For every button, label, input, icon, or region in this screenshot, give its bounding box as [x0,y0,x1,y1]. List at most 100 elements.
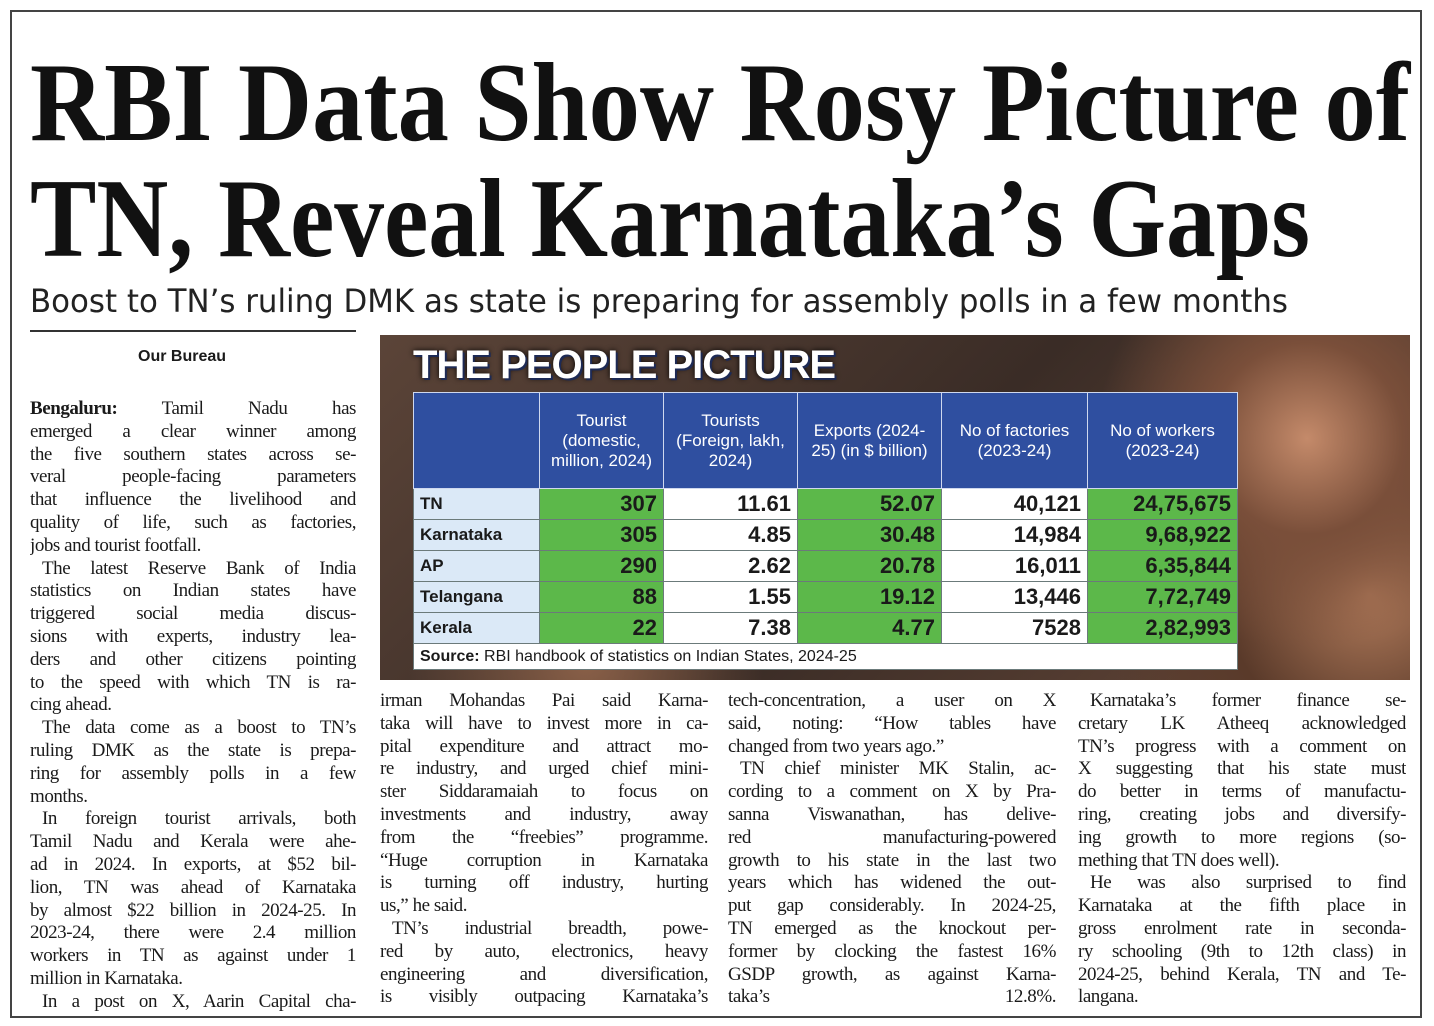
line-text: is visibly outpacing Karnataka’s [380,986,708,1008]
line-text: months. [30,785,88,807]
line-text: from the “freebies” programme. [380,826,708,848]
source-cell: Source: RBI handbook of statistics on In… [413,643,1238,670]
line-text: Karnataka’s former finance se- [1090,690,1406,711]
line-text: 2024-25, behind Kerala, TN and Te- [1078,963,1406,985]
line-text: In foreign tourist arrivals, both [42,808,356,830]
line-text: ring, creating jobs and diversify- [1078,803,1406,825]
line-text: “Huge corruption in Karnataka [380,849,708,871]
text-line: The latest Reserve Bank of India [30,558,356,581]
line-text: ring for assembly polls in a few [30,762,356,784]
text-column: irman Mohandas Pai said Karna-taka will … [380,690,708,1009]
text-line: GSDP growth, as against Karna- [728,964,1056,987]
text-line: Karnataka at the fifth place in [1078,895,1406,918]
value-cell: 7.38 [663,612,798,644]
text-line: taka will have to invest more in ca- [380,713,708,736]
line-text: ry schooling (9th to 12th class) in [1078,940,1406,962]
line-text: The data come as a boost to TN’s [42,717,356,739]
text-line: TN emerged as the knockout per- [728,918,1056,941]
table-row: Kerala 22 7.38 4.77 7528 2,82,993 [413,612,1238,644]
value-cell: 19.12 [797,581,942,613]
value-cell: 14,984 [941,519,1088,551]
text-line: statistics on Indian states have [30,580,356,603]
text-column: Bengaluru: Tamil Nadu has emerged a clear… [30,398,356,1014]
line-text: Tamil Nadu and Kerala were ahe- [30,831,356,853]
header-cell [413,392,540,489]
line-text: In a post on X, Aarin Capital cha- [42,990,356,1012]
line-text: changed from two years ago.” [728,735,944,757]
text-line: TN chief minister MK Stalin, ac- [728,758,1056,781]
text-line: ry schooling (9th to 12th class) in [1078,941,1406,964]
value-cell: 4.77 [797,612,942,644]
line-text: investments and industry, away [380,803,708,825]
line-text: ing growth to more regions (so- [1078,826,1406,848]
line-text: said, noting: “How tables have [728,712,1056,734]
rule [30,330,356,332]
text-line: growth to his state in the last two [728,850,1056,873]
table-row: Telangana 88 1.55 19.12 13,446 7,72,749 [413,581,1238,613]
header-cell: No of factories (2023-24) [941,392,1088,489]
text-line: ruling DMK as the state is prepa- [30,740,356,763]
text-line: irman Mohandas Pai said Karna- [380,690,708,713]
value-cell: 2.62 [663,550,798,582]
line-text: years which has widened the out- [728,872,1056,894]
value-cell: 1.55 [663,581,798,613]
text-line: In foreign tourist arrivals, both [30,808,356,831]
line-text: TN emerged as the knockout per- [728,917,1056,939]
line-text: pital expenditure and attract mo- [380,735,708,757]
text-line: gross enrolment rate in seconda- [1078,918,1406,941]
text-line: workers in TN as against under 1 [30,945,356,968]
value-cell: 30.48 [797,519,942,551]
line-text: veral people-facing parameters [30,466,356,488]
line-text: re industry, and urged chief mini- [380,758,708,780]
line-text: quality of life, such as factories, [30,511,356,533]
value-cell: 88 [539,581,664,613]
text-line: cing ahead. [30,694,356,717]
text-line: is visibly outpacing Karnataka’s [380,986,708,1009]
text-line: red by auto, electronics, heavy [380,941,708,964]
text-line: veral people-facing parameters [30,466,356,489]
line-text: former by clocking the fastest 16% [728,940,1056,962]
line-text: ster Siddaramaiah to focus on [380,781,708,803]
text-line: engineering and diversification, [380,964,708,987]
line-text: taka’s 12.8%. [728,986,1056,1008]
text-line: X suggesting that his state must [1078,758,1406,781]
line-text: tech-concentration, a user on X [728,690,1056,711]
text-line: emerged a clear winner among [30,421,356,444]
text-line: investments and industry, away [380,804,708,827]
state-cell: Karnataka [413,519,540,551]
text-line: years which has widened the out- [728,872,1056,895]
value-cell: 290 [539,550,664,582]
line-text: gross enrolment rate in seconda- [1078,917,1406,939]
text-line: langana. [1078,986,1406,1009]
text-line: quality of life, such as factories, [30,512,356,535]
line-text: million in Karnataka. [30,967,183,989]
line-text: red manufacturing-powered [728,826,1056,848]
text-line: from the “freebies” programme. [380,827,708,850]
text-line: to the speed with which TN is ra- [30,672,356,695]
line-text: TN chief minister MK Stalin, ac- [740,758,1056,780]
line-text: cording to a comment on X by Pra- [728,781,1056,803]
text-line: ad in 2024. In exports, at $52 bil- [30,854,356,877]
state-cell: AP [413,550,540,582]
line-text: jobs and tourist footfall. [30,534,201,556]
text-line: TN’s progress with a comment on [1078,736,1406,759]
line-text: Karnataka at the fifth place in [1078,895,1406,917]
line-text: us,” he said. [380,895,468,917]
data-table: Tourist (domestic, million, 2024) Tourist… [413,392,1238,670]
header-cell: No of workers (2023-24) [1087,392,1238,489]
line-text: taka will have to invest more in ca- [380,712,708,734]
source-row: Source: RBI handbook of statistics on In… [413,643,1238,670]
header-cell: Exports (2024-25) (in $ billion) [797,392,942,489]
line-text: do better in terms of manufactu- [1078,781,1406,803]
line-text: He was also surprised to find [1090,872,1406,894]
text-line: TN’s industrial breadth, powe- [380,918,708,941]
text-line: ders and other citizens pointing [30,649,356,672]
value-cell: 24,75,675 [1087,488,1238,520]
line-text: mething that TN does well). [1078,849,1280,871]
value-cell: 7528 [941,612,1088,644]
text-line: by almost $22 billion in 2024-25. In [30,900,356,923]
value-cell: 13,446 [941,581,1088,613]
line-text: GSDP growth, as against Karna- [728,963,1056,985]
line-text: growth to his state in the last two [728,849,1056,871]
